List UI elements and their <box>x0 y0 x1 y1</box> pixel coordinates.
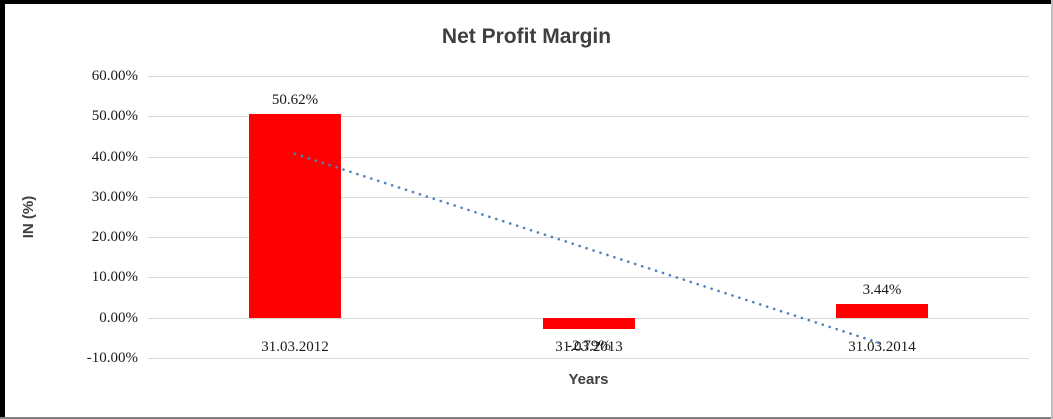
y-axis-tick-label: 50.00% <box>91 108 138 124</box>
bar <box>543 318 635 329</box>
y-axis-tick-label: 10.00% <box>91 269 138 285</box>
y-axis-tick-label: 30.00% <box>91 189 138 205</box>
gridline <box>148 116 1029 117</box>
y-axis-tick-label: 0.00% <box>99 310 138 326</box>
x-category-label: 31.03.2013 <box>555 339 623 355</box>
y-axis-tick-label: 40.00% <box>91 149 138 165</box>
border-left <box>0 0 5 419</box>
bar <box>836 304 928 318</box>
bar <box>249 114 341 318</box>
y-axis-title: IN (%) <box>20 195 37 239</box>
chart-title: Net Profit Margin <box>441 25 612 48</box>
y-axis-tick-label: 60.00% <box>91 68 138 84</box>
x-category-label: 31.03.2014 <box>848 339 916 355</box>
gridline <box>148 358 1029 359</box>
y-axis-tick-label: 20.00% <box>91 229 138 245</box>
bar-value-label: 3.44% <box>862 282 902 298</box>
border-right <box>1051 0 1053 419</box>
border-bottom <box>0 417 1053 419</box>
x-category-label: 31.03.2012 <box>261 339 329 355</box>
bar-value-label: 50.62% <box>271 92 319 108</box>
x-axis-title: Years <box>568 371 609 388</box>
border-top <box>0 0 1053 4</box>
gridline <box>148 76 1029 77</box>
y-axis-tick-label: -10.00% <box>86 350 138 366</box>
